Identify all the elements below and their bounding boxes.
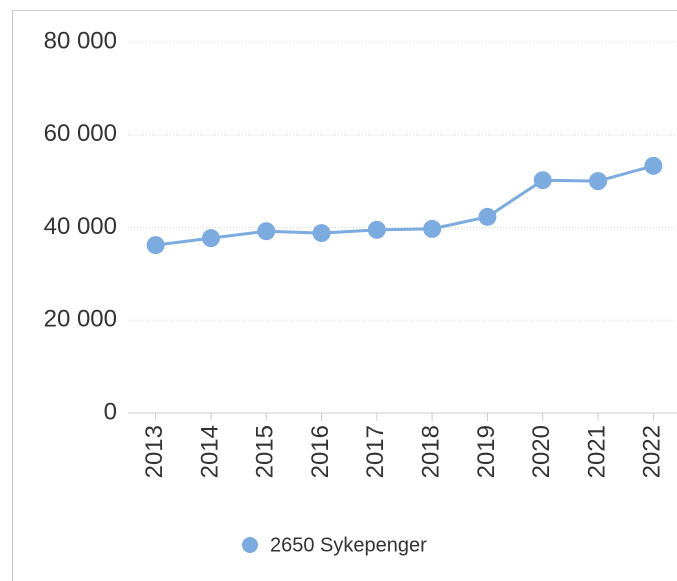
y-tick-label: 0 [104,398,117,425]
data-point [367,220,386,239]
x-tick-label: 2020 [528,425,555,478]
data-point [423,219,442,238]
data-point [257,222,276,241]
x-tick-label: 2013 [141,425,168,478]
x-tick-label: 2019 [473,425,500,478]
y-tick-label: 80 000 [44,27,117,54]
data-point [201,229,220,248]
x-tick-label: 2018 [417,425,444,478]
legend-marker [242,537,258,553]
x-tick-label: 2016 [307,425,334,478]
series-line [155,164,654,247]
data-point [644,156,663,175]
y-tick-label: 60 000 [44,120,117,147]
data-point [533,171,552,190]
y-tick-label: 40 000 [44,213,117,240]
data-point [312,224,331,243]
data-point [478,207,497,226]
data-point [589,172,608,191]
legend-label: 2650 Sykepenger [270,534,427,556]
x-tick-label: 2014 [196,425,223,478]
data-point [146,236,165,255]
x-tick-label: 2022 [639,425,666,478]
y-tick-label: 20 000 [44,306,117,333]
x-tick-label: 2015 [252,425,279,478]
x-tick-label: 2017 [362,425,389,478]
x-tick-label: 2021 [583,425,610,478]
